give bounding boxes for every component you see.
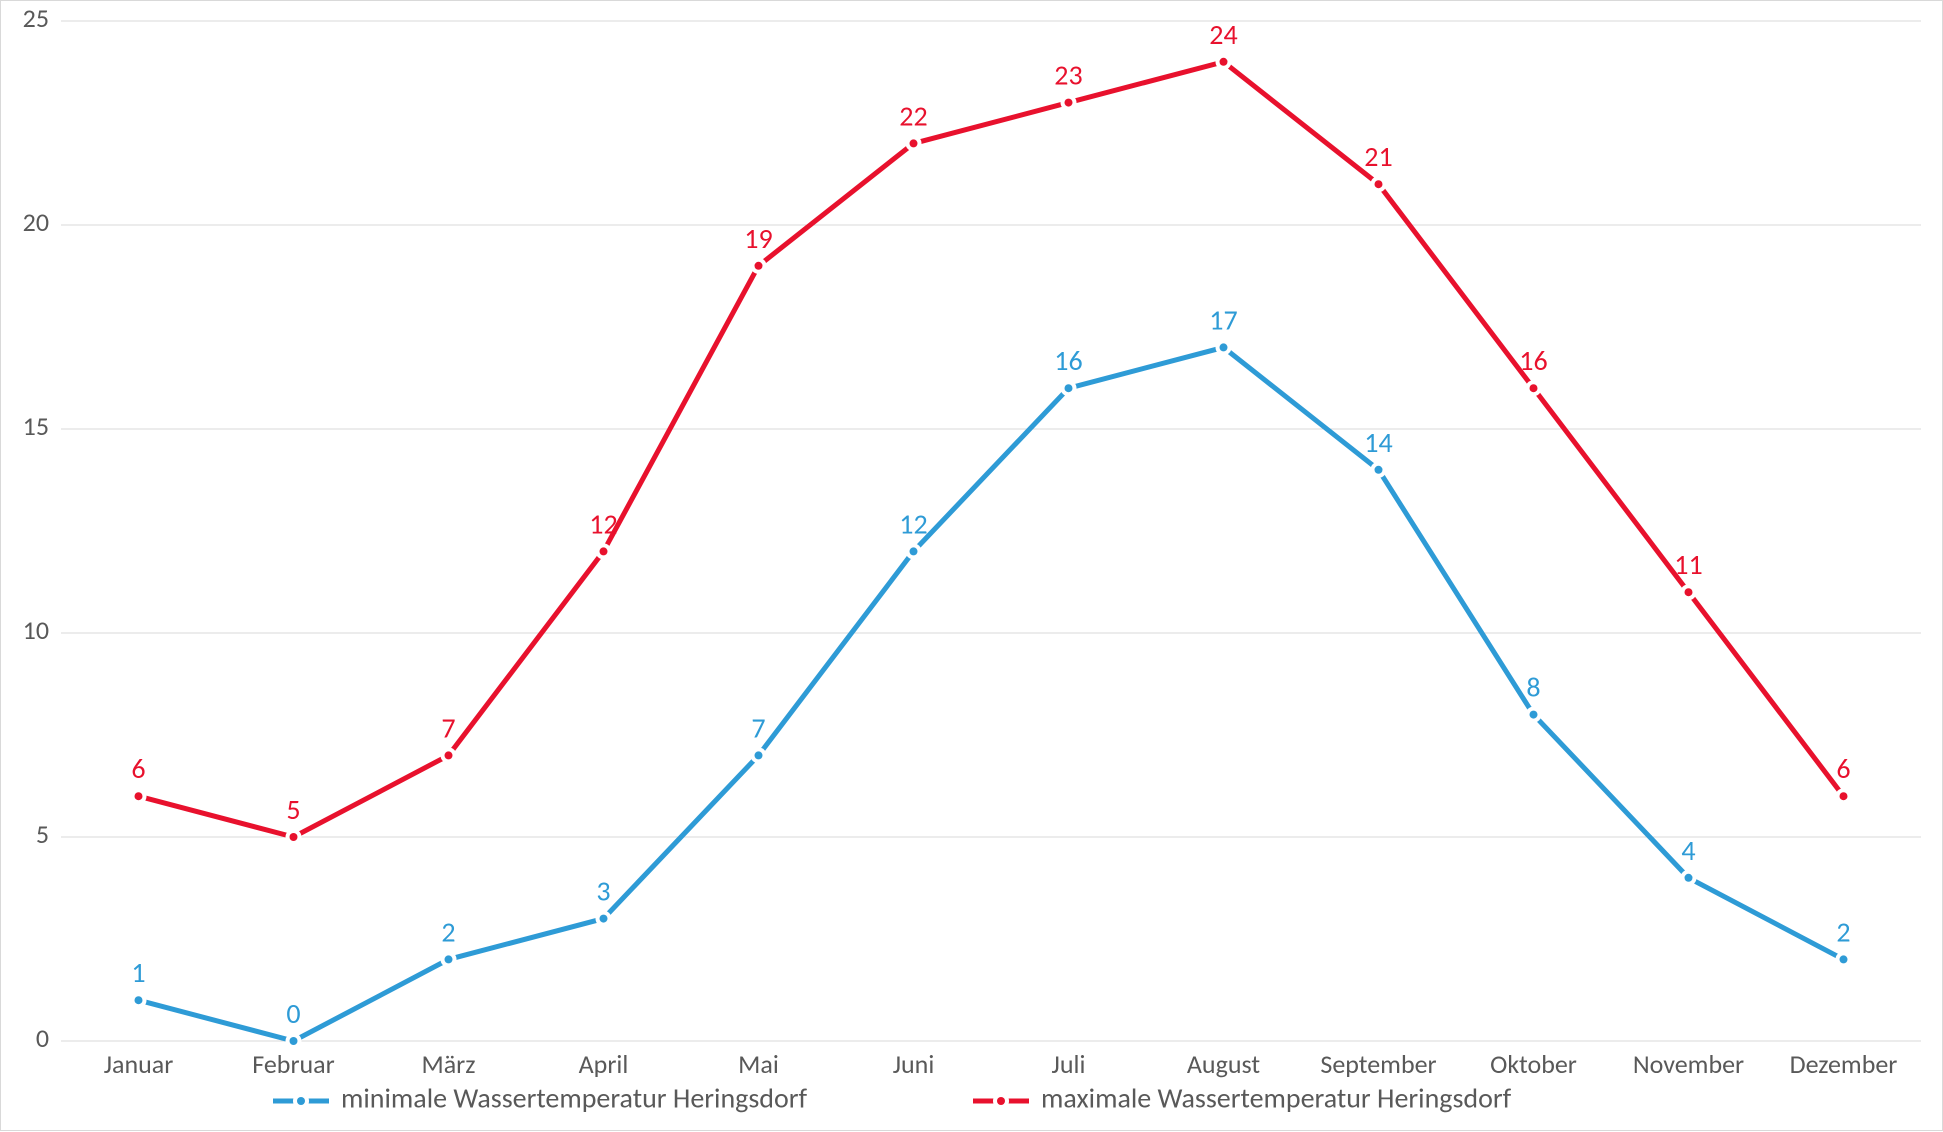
x-tick-label: Juni [893, 1048, 935, 1080]
data-label-max: 5 [286, 792, 300, 827]
x-tick-label: September [1320, 1048, 1436, 1080]
data-label-min: 1 [131, 955, 145, 990]
data-label-min: 17 [1209, 302, 1237, 337]
marker-inner-max [1375, 180, 1383, 188]
marker-inner-min [1685, 874, 1693, 882]
data-label-min: 4 [1681, 833, 1695, 868]
x-tick-label: April [579, 1048, 629, 1080]
marker-inner-min [1065, 384, 1073, 392]
marker-inner-max [600, 547, 608, 555]
x-tick-label: November [1633, 1048, 1744, 1080]
y-tick-label: 20 [23, 206, 49, 238]
data-label-min: 8 [1526, 670, 1540, 705]
marker-inner-min [135, 996, 143, 1004]
marker-inner-max [1065, 99, 1073, 107]
y-tick-label: 0 [36, 1022, 49, 1054]
data-label-max: 24 [1209, 17, 1237, 52]
series-line-max [139, 62, 1844, 837]
x-tick-label: März [421, 1048, 475, 1080]
data-label-max: 7 [441, 710, 455, 745]
data-label-max: 6 [1836, 751, 1850, 786]
legend-marker-inner-max [997, 1097, 1005, 1105]
marker-inner-min [1375, 466, 1383, 474]
data-label-max: 19 [744, 221, 772, 256]
legend-label-max: maximale Wassertemperatur Heringsdorf [1041, 1081, 1512, 1116]
marker-inner-min [1220, 343, 1228, 351]
x-tick-label: Januar [104, 1048, 174, 1080]
x-tick-label: Mai [738, 1048, 779, 1080]
x-tick-label: Februar [252, 1048, 334, 1080]
y-tick-label: 25 [23, 2, 49, 34]
marker-inner-max [135, 792, 143, 800]
marker-inner-max [290, 833, 298, 841]
data-label-min: 3 [596, 874, 610, 909]
data-label-max: 6 [131, 751, 145, 786]
x-tick-label: August [1187, 1048, 1260, 1080]
legend-marker-inner-min [297, 1097, 305, 1105]
x-tick-label: Dezember [1790, 1048, 1898, 1080]
marker-inner-max [445, 751, 453, 759]
legend-label-min: minimale Wassertemperatur Heringsdorf [341, 1081, 808, 1116]
y-tick-label: 10 [23, 614, 49, 646]
marker-inner-min [445, 955, 453, 963]
data-label-max: 16 [1519, 343, 1547, 378]
x-tick-label: Oktober [1490, 1048, 1577, 1080]
marker-inner-min [910, 547, 918, 555]
marker-inner-max [1840, 792, 1848, 800]
y-tick-label: 5 [36, 818, 49, 850]
marker-inner-max [1685, 588, 1693, 596]
line-chart: 0510152025JanuarFebruarMärzAprilMaiJuniJ… [0, 0, 1943, 1131]
marker-inner-min [600, 915, 608, 923]
marker-inner-max [910, 139, 918, 147]
chart-svg: 0510152025JanuarFebruarMärzAprilMaiJuniJ… [1, 1, 1943, 1132]
data-label-min: 2 [441, 914, 455, 949]
data-label-max: 21 [1364, 139, 1392, 174]
data-label-max: 12 [589, 506, 617, 541]
data-label-min: 0 [286, 996, 300, 1031]
series-line-min [139, 347, 1844, 1041]
data-label-min: 16 [1054, 343, 1082, 378]
marker-inner-min [1840, 955, 1848, 963]
data-label-max: 22 [899, 98, 927, 133]
data-label-max: 23 [1054, 58, 1082, 93]
marker-inner-max [755, 262, 763, 270]
marker-inner-min [290, 1037, 298, 1045]
marker-inner-max [1220, 58, 1228, 66]
data-label-max: 11 [1674, 547, 1702, 582]
x-tick-label: Juli [1052, 1048, 1086, 1080]
marker-inner-min [755, 751, 763, 759]
data-label-min: 12 [899, 506, 927, 541]
data-label-min: 2 [1836, 914, 1850, 949]
data-label-min: 14 [1364, 425, 1392, 460]
y-tick-label: 15 [23, 410, 49, 442]
data-label-min: 7 [751, 710, 765, 745]
marker-inner-min [1530, 711, 1538, 719]
marker-inner-max [1530, 384, 1538, 392]
